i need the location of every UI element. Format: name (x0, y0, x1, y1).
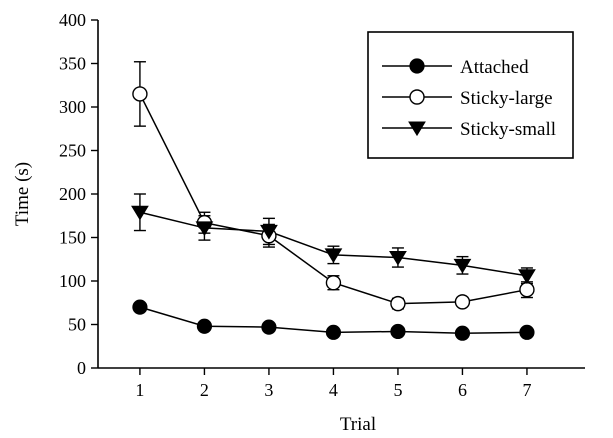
x-tick-label: 5 (393, 380, 402, 400)
data-point (390, 323, 406, 340)
data-point (518, 269, 536, 284)
data-point (132, 299, 148, 315)
data-point (519, 324, 535, 340)
data-point (324, 248, 343, 264)
y-tick-label: 150 (59, 228, 86, 248)
legend-box (367, 31, 574, 159)
plot-area (131, 61, 536, 341)
legend: Attached Sticky-large Sticky-small (367, 31, 574, 159)
legend-label-attached: Attached (460, 57, 529, 78)
series-sticky-small-points (131, 205, 536, 284)
data-point (454, 325, 471, 341)
legend-marker-sticky-small (408, 121, 426, 137)
data-point (260, 224, 278, 240)
y-tick-label: 250 (59, 141, 86, 161)
x-tick-label: 1 (135, 380, 144, 400)
data-point (390, 295, 406, 312)
legend-label-sticky-large: Sticky-large (460, 88, 553, 109)
y-tick-label: 300 (59, 97, 86, 117)
x-tick-label: 6 (458, 380, 467, 400)
y-tick-label: 350 (59, 54, 86, 74)
data-point (453, 258, 472, 274)
legend-marker-sticky-large (409, 89, 425, 105)
data-point (196, 318, 213, 334)
y-tick-label: 200 (59, 184, 86, 204)
y-tick-label: 50 (68, 315, 86, 335)
series-attached-points (132, 299, 535, 341)
x-ticks: 1 2 3 4 5 6 7 (135, 368, 531, 400)
legend-label-sticky-small: Sticky-small (460, 119, 556, 140)
y-tick-label: 400 (59, 10, 86, 30)
data-point (325, 275, 342, 291)
x-tick-label: 4 (329, 380, 338, 400)
data-point (389, 251, 407, 266)
data-point (195, 221, 214, 237)
y-ticks: 0 50 100 150 200 250 300 350 400 (59, 10, 98, 378)
legend-marker-attached (409, 58, 425, 74)
data-point (132, 86, 148, 102)
y-axis-label: Time (s) (12, 162, 33, 226)
data-point (454, 294, 471, 310)
x-tick-label: 2 (200, 380, 209, 400)
x-tick-label: 3 (264, 380, 273, 400)
series-sticky-small-errorbars (133, 193, 533, 285)
data-point (519, 282, 535, 298)
x-axis-label: Trial (340, 414, 376, 435)
x-tick-label: 7 (522, 380, 531, 400)
data-point (325, 324, 342, 340)
y-tick-label: 100 (59, 271, 86, 291)
y-tick-label: 0 (77, 358, 86, 378)
data-point (261, 319, 277, 335)
data-point (131, 205, 149, 221)
